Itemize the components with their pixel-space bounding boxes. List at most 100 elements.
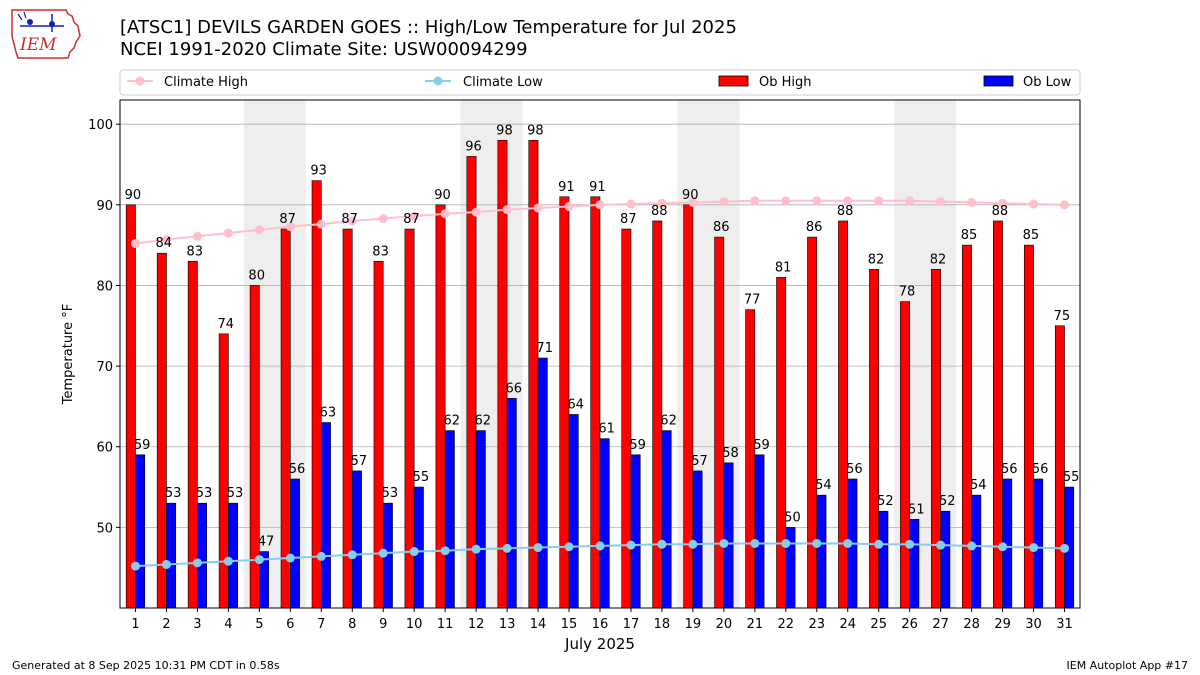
data-label-ob-low: 56 — [1001, 462, 1018, 477]
bar-ob-high — [280, 228, 291, 609]
climate-low-point — [1060, 543, 1070, 553]
data-label-ob-low: 71 — [536, 341, 553, 356]
x-tick-label: 1 — [131, 617, 139, 632]
data-label-ob-high: 75 — [1054, 309, 1071, 324]
bar-ob-low — [971, 494, 982, 609]
y-tick-label: 70 — [96, 360, 113, 375]
climate-low-point — [657, 539, 667, 549]
data-label-ob-low: 54 — [970, 478, 987, 493]
data-label-ob-low: 50 — [784, 510, 801, 525]
climate-low-point — [626, 540, 636, 550]
data-label-ob-low: 47 — [258, 535, 275, 550]
x-tick-label: 22 — [778, 617, 795, 632]
x-tick-label: 3 — [193, 617, 201, 632]
data-label-ob-low: 58 — [722, 446, 739, 461]
climate-high-point — [440, 209, 450, 219]
climate-high-point — [502, 205, 512, 215]
data-label-ob-low: 62 — [660, 414, 677, 429]
climate-high-point — [471, 207, 481, 217]
x-tick-label: 4 — [224, 617, 232, 632]
chart-title: [ATSC1] DEVILS GARDEN GOES :: High/Low T… — [120, 17, 737, 38]
y-tick-label: 80 — [96, 279, 113, 294]
legend-ob-low: Ob Low — [983, 75, 1072, 90]
climate-low-point — [688, 539, 698, 549]
data-label-ob-low: 51 — [908, 502, 925, 517]
x-tick-label: 29 — [994, 617, 1011, 632]
data-label-ob-low: 59 — [753, 438, 770, 453]
bar-ob-low — [630, 454, 641, 609]
climate-high-point — [719, 197, 729, 207]
bar-ob-low — [754, 454, 765, 609]
data-label-ob-high: 87 — [341, 212, 358, 227]
climate-low-point — [223, 556, 233, 566]
data-label-ob-high: 87 — [403, 212, 420, 227]
bar-ob-low — [909, 519, 920, 609]
x-tick-label: 16 — [592, 617, 609, 632]
climate-high-point — [130, 239, 140, 249]
data-label-ob-low: 57 — [691, 454, 708, 469]
x-tick-label: 15 — [561, 617, 578, 632]
logo-text: IEM — [19, 35, 57, 55]
climate-high-point — [657, 198, 667, 208]
data-label-ob-high: 87 — [279, 212, 296, 227]
data-label-ob-low: 53 — [382, 486, 399, 501]
data-label-ob-low: 53 — [165, 486, 182, 501]
bar-ob-low — [320, 422, 331, 609]
bar-ob-high — [621, 228, 632, 609]
climate-high-point — [595, 200, 605, 210]
data-label-ob-high: 88 — [651, 204, 668, 219]
climate-high-point — [192, 231, 202, 241]
climate-high-point — [223, 228, 233, 238]
climate-high-point — [409, 211, 419, 221]
x-tick-label: 7 — [317, 617, 325, 632]
bar-ob-high — [311, 180, 322, 609]
climate-low-point — [471, 544, 481, 554]
x-tick-label: 20 — [716, 617, 733, 632]
x-tick-label: 25 — [870, 617, 887, 632]
legend-climate-low: Climate Low — [425, 75, 543, 90]
legend-ob-high: Ob High — [718, 75, 812, 90]
x-tick-label: 10 — [406, 617, 423, 632]
data-label-ob-low: 55 — [413, 470, 430, 485]
data-label-ob-high: 82 — [930, 252, 947, 267]
climate-low-point — [998, 542, 1008, 552]
climate-high-point — [533, 203, 543, 213]
data-label-ob-low: 59 — [134, 438, 151, 453]
bar-ob-low — [816, 494, 827, 609]
x-tick-label: 12 — [468, 617, 485, 632]
x-tick-label: 11 — [437, 617, 454, 632]
climate-high-point — [967, 197, 977, 207]
data-label-ob-high: 82 — [868, 252, 885, 267]
legend-label: Climate High — [164, 75, 248, 90]
bar-ob-low — [692, 470, 703, 609]
climate-high-point — [874, 196, 884, 206]
data-label-ob-low: 66 — [505, 381, 522, 396]
x-tick-label: 26 — [901, 617, 918, 632]
data-label-ob-high: 85 — [961, 228, 978, 243]
climate-low-point — [843, 538, 853, 548]
climate-high-point — [1060, 200, 1070, 210]
chart-subtitle: NCEI 1991-2020 Climate Site: USW00094299 — [120, 39, 528, 60]
legend-label: Ob Low — [1023, 75, 1072, 90]
data-label-ob-high: 93 — [310, 164, 327, 179]
data-label-ob-high: 86 — [806, 220, 823, 235]
data-label-ob-high: 88 — [992, 204, 1009, 219]
data-label-ob-high: 74 — [217, 317, 234, 332]
climate-low-point — [440, 546, 450, 556]
data-label-ob-high: 86 — [713, 220, 730, 235]
bar-ob-low — [568, 414, 579, 609]
legend-climate-high: Climate High — [127, 75, 248, 90]
data-label-ob-high: 98 — [496, 123, 513, 138]
y-tick-label: 90 — [96, 199, 113, 214]
climate-high-point — [1029, 199, 1039, 209]
data-label-ob-high: 90 — [434, 188, 451, 203]
bar-ob-low — [878, 510, 889, 609]
climate-low-point — [502, 543, 512, 553]
bar-ob-low — [537, 357, 548, 609]
data-label-ob-high: 98 — [527, 123, 544, 138]
x-tick-label: 14 — [530, 617, 547, 632]
data-label-ob-low: 54 — [815, 478, 832, 493]
y-axis-label: Temperature °F — [61, 304, 76, 405]
data-label-ob-high: 77 — [744, 293, 761, 308]
